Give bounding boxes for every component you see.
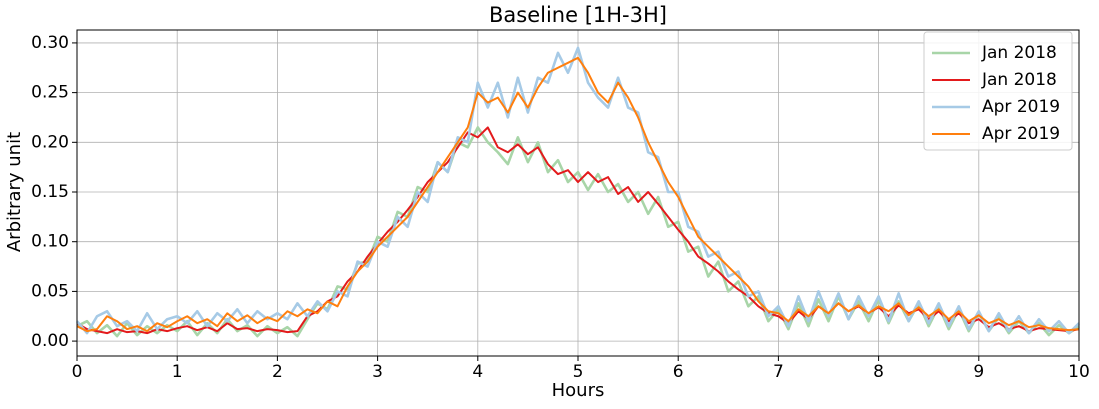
y-axis-label: Arbitrary unit xyxy=(4,132,25,252)
y-tick-label: 0.20 xyxy=(31,132,69,152)
x-tick-label: 9 xyxy=(973,362,984,382)
x-tick-label: 0 xyxy=(72,362,83,382)
plot-frame xyxy=(76,29,1080,357)
x-tick-label: 4 xyxy=(472,362,483,382)
y-tick-label: 0.30 xyxy=(31,33,69,53)
x-tick-label: 7 xyxy=(773,362,784,382)
y-tick-label: 0.00 xyxy=(31,331,69,351)
y-tick-label: 0.25 xyxy=(31,83,69,103)
x-tick-label: 10 xyxy=(1068,362,1090,382)
y-tick-label: 0.05 xyxy=(31,281,69,301)
x-tick-label: 1 xyxy=(172,362,183,382)
legend-box xyxy=(923,31,1073,151)
x-tick-label: 2 xyxy=(272,362,283,382)
legend-label: Jan 2018 xyxy=(981,43,1057,63)
x-tick-label: 5 xyxy=(573,362,584,382)
legend-label: Apr 2019 xyxy=(982,124,1060,144)
x-tick-label: 6 xyxy=(673,362,684,382)
legend-label: Apr 2019 xyxy=(982,97,1060,117)
x-axis-label: Hours xyxy=(552,380,605,401)
x-tick-label: 8 xyxy=(873,362,884,382)
y-tick-label: 0.15 xyxy=(31,182,69,202)
legend-label: Jan 2018 xyxy=(981,70,1057,90)
y-tick-label: 0.10 xyxy=(31,232,69,252)
series-line xyxy=(76,56,1080,333)
series-line xyxy=(76,46,1080,335)
x-tick-label: 3 xyxy=(372,362,383,382)
chart-title: Baseline [1H-3H] xyxy=(489,3,667,27)
